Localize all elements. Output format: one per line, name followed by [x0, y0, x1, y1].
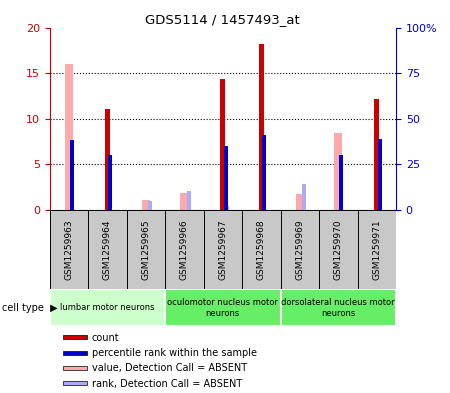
- Bar: [302, 184, 306, 210]
- Text: GSM1259967: GSM1259967: [218, 219, 227, 280]
- Bar: [64, 64, 73, 210]
- Bar: [165, 289, 280, 327]
- Text: count: count: [92, 333, 120, 343]
- Text: GSM1259969: GSM1259969: [295, 219, 304, 280]
- Bar: [224, 146, 228, 210]
- Text: value, Detection Call = ABSENT: value, Detection Call = ABSENT: [92, 364, 247, 373]
- Bar: [280, 289, 396, 327]
- Bar: [148, 200, 152, 210]
- Text: GSM1259966: GSM1259966: [180, 219, 189, 280]
- Bar: [334, 133, 342, 210]
- Bar: [378, 139, 382, 210]
- Bar: [63, 365, 87, 370]
- Bar: [259, 44, 264, 210]
- Bar: [141, 200, 150, 210]
- Bar: [374, 99, 379, 210]
- Text: dorsolateral nucleus motor
neurons: dorsolateral nucleus motor neurons: [281, 298, 395, 318]
- Text: GSM1259965: GSM1259965: [141, 219, 150, 280]
- Bar: [70, 140, 74, 210]
- Title: GDS5114 / 1457493_at: GDS5114 / 1457493_at: [145, 13, 300, 26]
- Text: oculomotor nucleus motor
neurons: oculomotor nucleus motor neurons: [167, 298, 278, 318]
- Text: lumbar motor neurons: lumbar motor neurons: [60, 303, 154, 312]
- Bar: [339, 155, 343, 210]
- Text: GSM1259968: GSM1259968: [257, 219, 266, 280]
- Text: GSM1259970: GSM1259970: [334, 219, 343, 280]
- Bar: [296, 194, 304, 210]
- Bar: [63, 381, 87, 386]
- Text: cell type  ▶: cell type ▶: [2, 303, 58, 313]
- Text: GSM1259971: GSM1259971: [372, 219, 381, 280]
- Bar: [180, 193, 189, 210]
- Bar: [262, 135, 266, 210]
- Bar: [220, 79, 225, 210]
- Bar: [63, 335, 87, 339]
- Text: GSM1259963: GSM1259963: [64, 219, 73, 280]
- Bar: [63, 351, 87, 355]
- Bar: [108, 155, 112, 210]
- Text: percentile rank within the sample: percentile rank within the sample: [92, 348, 257, 358]
- Text: GSM1259964: GSM1259964: [103, 219, 112, 280]
- Bar: [225, 206, 230, 210]
- Bar: [50, 289, 165, 327]
- Bar: [187, 191, 191, 210]
- Text: rank, Detection Call = ABSENT: rank, Detection Call = ABSENT: [92, 379, 242, 389]
- Bar: [104, 108, 110, 210]
